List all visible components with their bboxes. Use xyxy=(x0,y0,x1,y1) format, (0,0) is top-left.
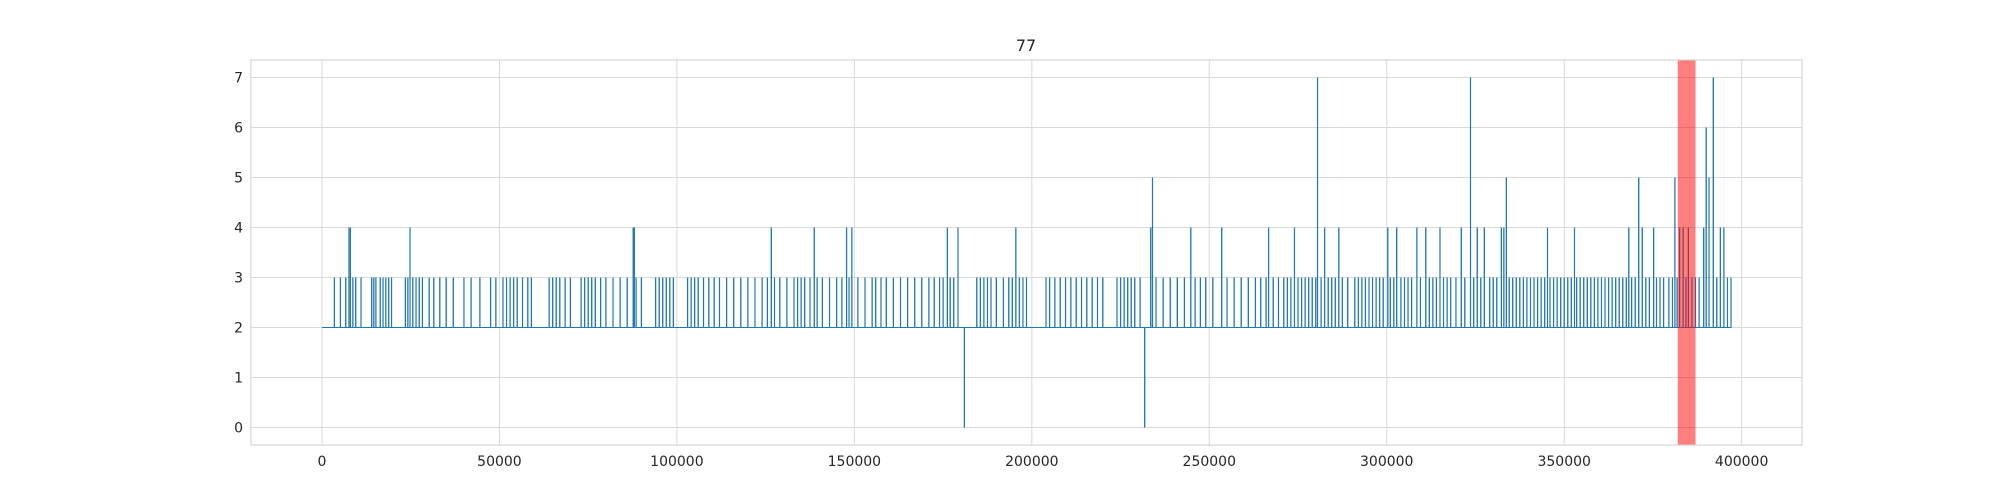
chart-title: 77 xyxy=(1016,36,1036,55)
x-tick-label: 150000 xyxy=(828,454,881,470)
x-tick-label: 0 xyxy=(318,454,327,470)
x-tick-label: 200000 xyxy=(1005,454,1058,470)
x-tick-label: 300000 xyxy=(1360,454,1413,470)
y-tick-label: 4 xyxy=(234,221,243,237)
y-tick-label: 0 xyxy=(234,421,243,437)
plot-background xyxy=(251,60,1802,445)
y-tick-label: 6 xyxy=(234,121,243,137)
highlight-layer xyxy=(1677,60,1696,445)
y-tick-label: 7 xyxy=(234,71,243,87)
x-tick-label: 250000 xyxy=(1183,454,1236,470)
y-tick-label: 2 xyxy=(234,321,243,337)
x-tick-label: 50000 xyxy=(477,454,522,470)
y-tick-label: 1 xyxy=(234,371,243,387)
y-tick-label: 5 xyxy=(234,171,243,187)
plot-frame xyxy=(250,59,1803,446)
series-layer xyxy=(322,77,1732,428)
y-tick-label: 3 xyxy=(234,271,243,287)
x-tick-label: 400000 xyxy=(1715,454,1768,470)
x-tick-label: 100000 xyxy=(650,454,703,470)
x-tick-label: 350000 xyxy=(1537,454,1590,470)
y-axis: 0 1 2 3 4 5 6 7 xyxy=(234,71,243,437)
x-axis: 0 50000 100000 150000 200000 250000 300000 3500… xyxy=(318,454,1769,470)
highlight-band xyxy=(1677,60,1696,445)
